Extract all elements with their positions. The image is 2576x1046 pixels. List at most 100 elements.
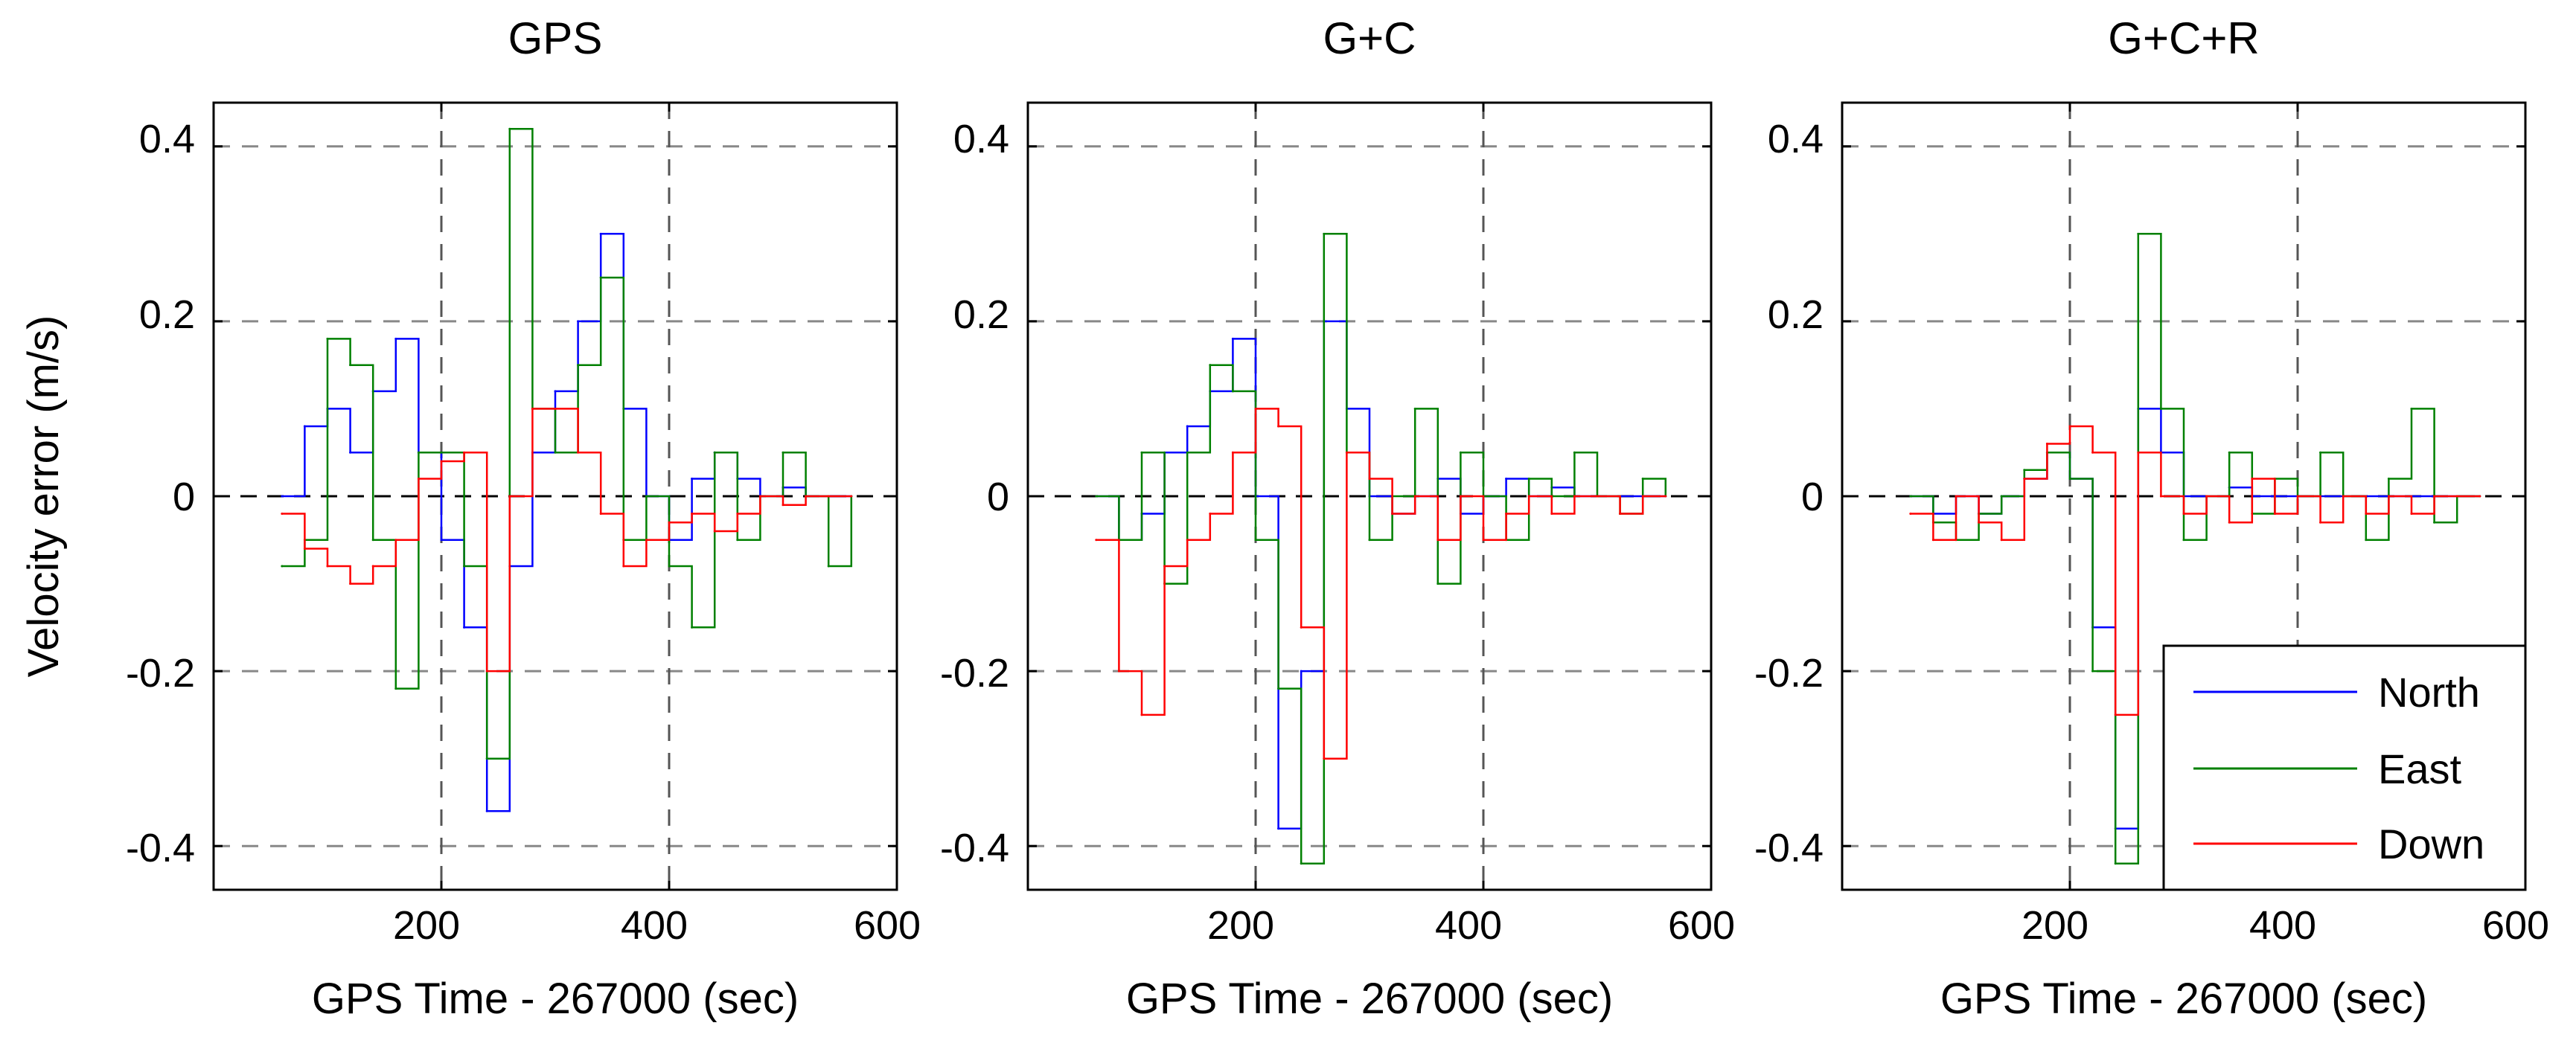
data-point-east bbox=[2182, 539, 2185, 542]
data-point-east bbox=[1459, 451, 1462, 454]
data-point-north bbox=[1277, 827, 1280, 830]
data-point-down bbox=[2410, 513, 2413, 516]
data-point-north bbox=[599, 232, 602, 235]
data-series bbox=[1095, 232, 1667, 865]
data-point-east bbox=[713, 451, 716, 454]
x-axis-label: GPS Time - 267000 (sec) bbox=[312, 975, 799, 1023]
data-point-down bbox=[2159, 495, 2162, 498]
data-point-down bbox=[2228, 521, 2231, 524]
data-point-down bbox=[485, 670, 488, 673]
y-tick-label: 0 bbox=[987, 475, 1009, 519]
data-point-north bbox=[1186, 425, 1189, 428]
data-point-down bbox=[303, 548, 306, 551]
data-point-down bbox=[1550, 513, 1553, 516]
data-point-east bbox=[1140, 451, 1143, 454]
data-point-down bbox=[508, 495, 511, 498]
data-point-down bbox=[2045, 442, 2048, 445]
data-point-east bbox=[508, 127, 511, 130]
data-point-east bbox=[2137, 232, 2140, 235]
data-point-down bbox=[281, 513, 284, 516]
data-point-east bbox=[1527, 477, 1530, 480]
data-point-east bbox=[463, 565, 466, 568]
data-point-east bbox=[2228, 451, 2231, 454]
x-axis-label: GPS Time - 267000 (sec) bbox=[1126, 975, 1613, 1023]
data-point-down bbox=[645, 539, 648, 542]
data-point-east bbox=[1909, 495, 1912, 498]
data-point-east bbox=[2387, 477, 2390, 480]
data-point-east bbox=[827, 565, 830, 568]
data-point-down bbox=[2342, 495, 2345, 498]
y-tick-label: -0.2 bbox=[1754, 651, 1824, 696]
y-tick-label: 0.4 bbox=[139, 117, 195, 161]
data-point-east bbox=[782, 451, 784, 454]
panel-title: G+C bbox=[1323, 13, 1416, 63]
x-tick-label: 400 bbox=[1435, 903, 1502, 948]
data-point-east bbox=[1209, 364, 1212, 367]
y-tick-label: -0.4 bbox=[1754, 826, 1824, 870]
data-point-down bbox=[371, 565, 374, 568]
data-point-down bbox=[1482, 539, 1485, 542]
data-point-down bbox=[1596, 495, 1599, 498]
data-point-east bbox=[1300, 862, 1303, 865]
tick-marks bbox=[214, 103, 898, 890]
data-point-down bbox=[805, 495, 808, 498]
y-tick-label: 0.4 bbox=[953, 117, 1009, 161]
data-point-east bbox=[691, 626, 694, 629]
data-point-east bbox=[1277, 687, 1280, 690]
data-point-down bbox=[2433, 495, 2436, 498]
data-point-down bbox=[1641, 495, 1644, 498]
data-point-north bbox=[1231, 337, 1234, 340]
data-point-east bbox=[2365, 539, 2368, 542]
data-point-down bbox=[1323, 757, 1326, 760]
data-point-down bbox=[2251, 477, 2254, 480]
x-tick-label: 600 bbox=[2482, 903, 2549, 948]
data-point-east bbox=[2319, 451, 2322, 454]
data-point-north bbox=[303, 425, 306, 428]
panel-title: GPS bbox=[508, 13, 603, 63]
y-tick-label: 0.2 bbox=[1768, 292, 1824, 337]
y-tick-label: 0.2 bbox=[139, 292, 195, 337]
data-point-down bbox=[463, 451, 466, 454]
data-point-north bbox=[281, 495, 284, 498]
data-point-down bbox=[782, 504, 784, 507]
data-point-down bbox=[2365, 513, 2368, 516]
data-point-east bbox=[1323, 232, 1326, 235]
panel-gps: GPS 0.4 0.2 0 -0.2 -0.4 200 400 600 GPS … bbox=[19, 13, 921, 1023]
x-tick-label: 200 bbox=[1207, 903, 1274, 948]
data-point-down bbox=[1955, 495, 1957, 498]
data-point-down bbox=[349, 583, 352, 585]
data-point-down bbox=[554, 407, 557, 410]
data-point-down bbox=[1117, 670, 1120, 673]
x-tick-label: 400 bbox=[621, 903, 688, 948]
data-point-down bbox=[394, 539, 397, 542]
y-axis-label: Velocity error (m/s) bbox=[19, 315, 68, 678]
data-point-east bbox=[440, 451, 443, 454]
data-point-down bbox=[1095, 539, 1098, 542]
legend-label-east: East bbox=[2378, 745, 2461, 792]
data-point-down bbox=[2023, 477, 2026, 480]
data-series bbox=[1909, 232, 2481, 865]
data-point-east bbox=[2433, 521, 2436, 524]
x-tick-label: 400 bbox=[2249, 903, 2316, 948]
data-point-down bbox=[2091, 451, 2094, 454]
x-tick-label: 600 bbox=[1668, 903, 1735, 948]
data-point-north bbox=[554, 390, 557, 393]
data-point-down bbox=[1909, 513, 1912, 516]
data-point-east bbox=[2091, 670, 2094, 673]
data-point-down bbox=[2000, 539, 2003, 542]
grid-and-series bbox=[1028, 103, 1713, 890]
y-tick-label: 0.2 bbox=[953, 292, 1009, 337]
data-point-down bbox=[1573, 495, 1576, 498]
x-axis-label: GPS Time - 267000 (sec) bbox=[1940, 975, 2427, 1023]
y-tick-label: 0.4 bbox=[1768, 117, 1824, 161]
data-point-east bbox=[394, 687, 397, 690]
data-point-down bbox=[1619, 513, 1622, 516]
legend: North East Down bbox=[2162, 644, 2527, 891]
data-point-east bbox=[668, 565, 671, 568]
data-point-east bbox=[599, 276, 602, 279]
data-point-east bbox=[485, 757, 488, 760]
y-tick-label: 0 bbox=[1801, 475, 1824, 519]
data-point-down bbox=[1140, 713, 1143, 716]
